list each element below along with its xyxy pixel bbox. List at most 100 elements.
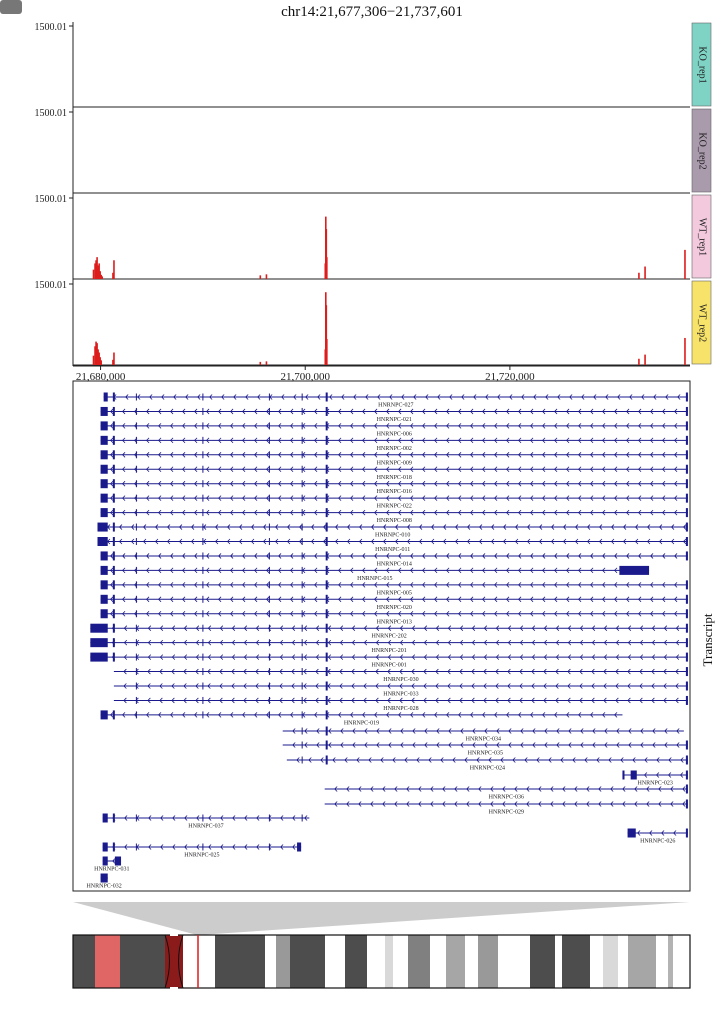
strand-arrow: [410, 567, 414, 574]
strand-arrow: [135, 668, 139, 675]
strand-arrow: [634, 786, 638, 792]
strand-arrow: [338, 582, 342, 588]
strand-arrow: [374, 408, 378, 415]
strand-arrow: [230, 452, 234, 458]
strand-arrow: [351, 625, 356, 631]
strand-arrow: [356, 757, 360, 763]
strand-arrow: [430, 786, 434, 792]
strand-arrow: [664, 742, 668, 748]
strand-arrow: [674, 610, 678, 617]
strand-arrow: [344, 757, 348, 763]
strand-arrow: [242, 466, 246, 473]
strand-arrow: [410, 480, 414, 487]
strand-arrow: [622, 801, 626, 807]
strand-arrow: [602, 480, 606, 487]
strand-arrow: [158, 509, 162, 516]
strand-arrow: [303, 654, 308, 660]
exon-block: [685, 493, 688, 503]
strand-arrow: [518, 582, 522, 588]
strand-arrow: [578, 480, 582, 487]
strand-arrow: [578, 509, 582, 516]
strand-arrow: [622, 524, 627, 530]
strand-arrow: [488, 757, 492, 763]
strand-arrow: [545, 394, 549, 400]
cytoband: [590, 935, 603, 988]
exon-block: [685, 667, 688, 677]
exon-block: [325, 522, 328, 532]
strand-arrow: [398, 567, 402, 574]
exon-block: [100, 406, 108, 416]
strand-arrow: [518, 596, 522, 603]
coverage-bar: [325, 305, 328, 365]
strand-arrow: [206, 553, 210, 559]
strand-arrow: [507, 683, 511, 689]
strand-arrow: [362, 582, 366, 588]
strand-arrow: [610, 801, 614, 807]
strand-arrow: [662, 509, 666, 516]
strand-arrow: [362, 466, 366, 473]
strand-arrow: [494, 553, 498, 559]
strand-arrow: [327, 683, 331, 689]
centromere: [164, 934, 184, 989]
strand-arrow: [209, 394, 213, 400]
strand-arrow: [182, 437, 186, 444]
strand-arrow: [423, 625, 428, 631]
exon-block: [112, 493, 115, 503]
strand-arrow: [278, 466, 282, 473]
strand-arrow: [591, 668, 595, 675]
strand-arrow: [292, 742, 296, 748]
strand-arrow: [446, 712, 450, 718]
strand-arrow: [449, 394, 453, 400]
exon-block: [325, 667, 328, 677]
strand-arrow: [230, 408, 234, 415]
strand-arrow: [626, 582, 630, 588]
strand-arrow: [166, 524, 171, 530]
transcript-HNRNPC-028: HNRNPC-028: [113, 695, 688, 712]
strand-arrow: [638, 452, 642, 458]
strand-arrow: [470, 582, 474, 588]
strand-arrow: [278, 495, 282, 501]
strand-arrow: [254, 480, 258, 487]
strand-arrow: [146, 509, 150, 516]
cytoband: [530, 935, 555, 988]
transcript-HNRNPC-014: HNRNPC-014: [100, 551, 688, 567]
centromere-gap-bottom: [170, 987, 178, 989]
strand-arrow: [434, 480, 438, 487]
strand-arrow: [518, 466, 522, 473]
strand-arrow: [230, 596, 234, 603]
exon-block: [325, 565, 328, 575]
strand-arrow: [459, 654, 464, 660]
strand-arrow: [158, 712, 162, 718]
strand-arrow: [614, 452, 618, 458]
strand-arrow: [424, 728, 428, 734]
strand-arrow: [542, 452, 546, 458]
strand-arrow: [350, 423, 354, 429]
cytoband: [290, 935, 325, 988]
strand-arrow: [170, 408, 174, 415]
strand-arrow: [230, 712, 234, 718]
strand-arrow: [242, 437, 246, 444]
strand-arrow: [327, 625, 332, 631]
exon-block: [100, 710, 108, 720]
strand-arrow: [454, 786, 458, 792]
strand-arrow: [374, 582, 378, 588]
strand-arrow: [482, 423, 486, 429]
exon-block: [685, 406, 688, 416]
transcript-HNRNPC-016: HNRNPC-016: [100, 479, 688, 495]
strand-arrow: [399, 697, 403, 704]
strand-arrow: [442, 538, 447, 545]
strand-arrow: [135, 683, 139, 689]
strand-arrow: [242, 712, 246, 718]
strand-arrow: [418, 524, 423, 530]
strand-arrow: [423, 654, 428, 660]
strand-arrow: [170, 495, 174, 501]
exon-block: [112, 392, 115, 402]
strand-arrow: [578, 712, 582, 718]
cytoband: [183, 935, 215, 988]
strand-arrow: [471, 668, 475, 675]
transcript-HNRNPC-031: HNRNPC-031: [94, 856, 129, 873]
strand-arrow: [346, 524, 351, 530]
strand-arrow: [422, 610, 426, 617]
strand-arrow: [183, 654, 188, 660]
strand-arrow: [170, 712, 174, 718]
